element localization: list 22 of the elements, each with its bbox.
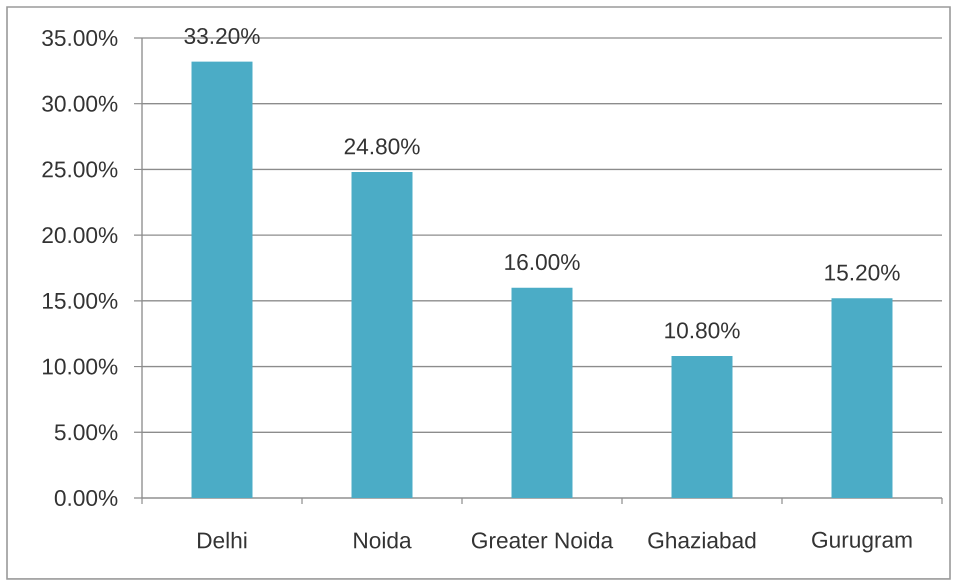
data-label: 16.00% bbox=[505, 254, 580, 270]
y-tick-label: 10.00% bbox=[43, 358, 118, 375]
data-label: 15.20% bbox=[825, 264, 900, 281]
data-label: 10.80% bbox=[665, 322, 740, 338]
bar bbox=[832, 298, 892, 498]
y-tick-label: 0.00% bbox=[54, 490, 118, 506]
bar bbox=[512, 288, 572, 498]
y-tick-label: 30.00% bbox=[42, 96, 118, 112]
bar bbox=[672, 356, 732, 498]
bar bbox=[352, 172, 413, 498]
x-tick-label: Ghaziabad bbox=[648, 532, 756, 548]
y-tick-label: 5.00% bbox=[54, 424, 118, 440]
bar bbox=[192, 62, 253, 498]
x-tick-label: Greater Noida bbox=[472, 532, 614, 548]
x-tick-label: Gurugram bbox=[812, 532, 912, 552]
x-tick-label: Delhi bbox=[198, 532, 246, 548]
y-tick-label: 20.00% bbox=[42, 227, 118, 244]
data-label: 24.80% bbox=[344, 138, 420, 154]
x-tick-label: Noida bbox=[354, 532, 412, 548]
y-tick-label: 25.00% bbox=[42, 161, 118, 178]
y-tick-label: 35.00% bbox=[42, 30, 118, 46]
y-tick-label: 15.00% bbox=[43, 292, 118, 309]
